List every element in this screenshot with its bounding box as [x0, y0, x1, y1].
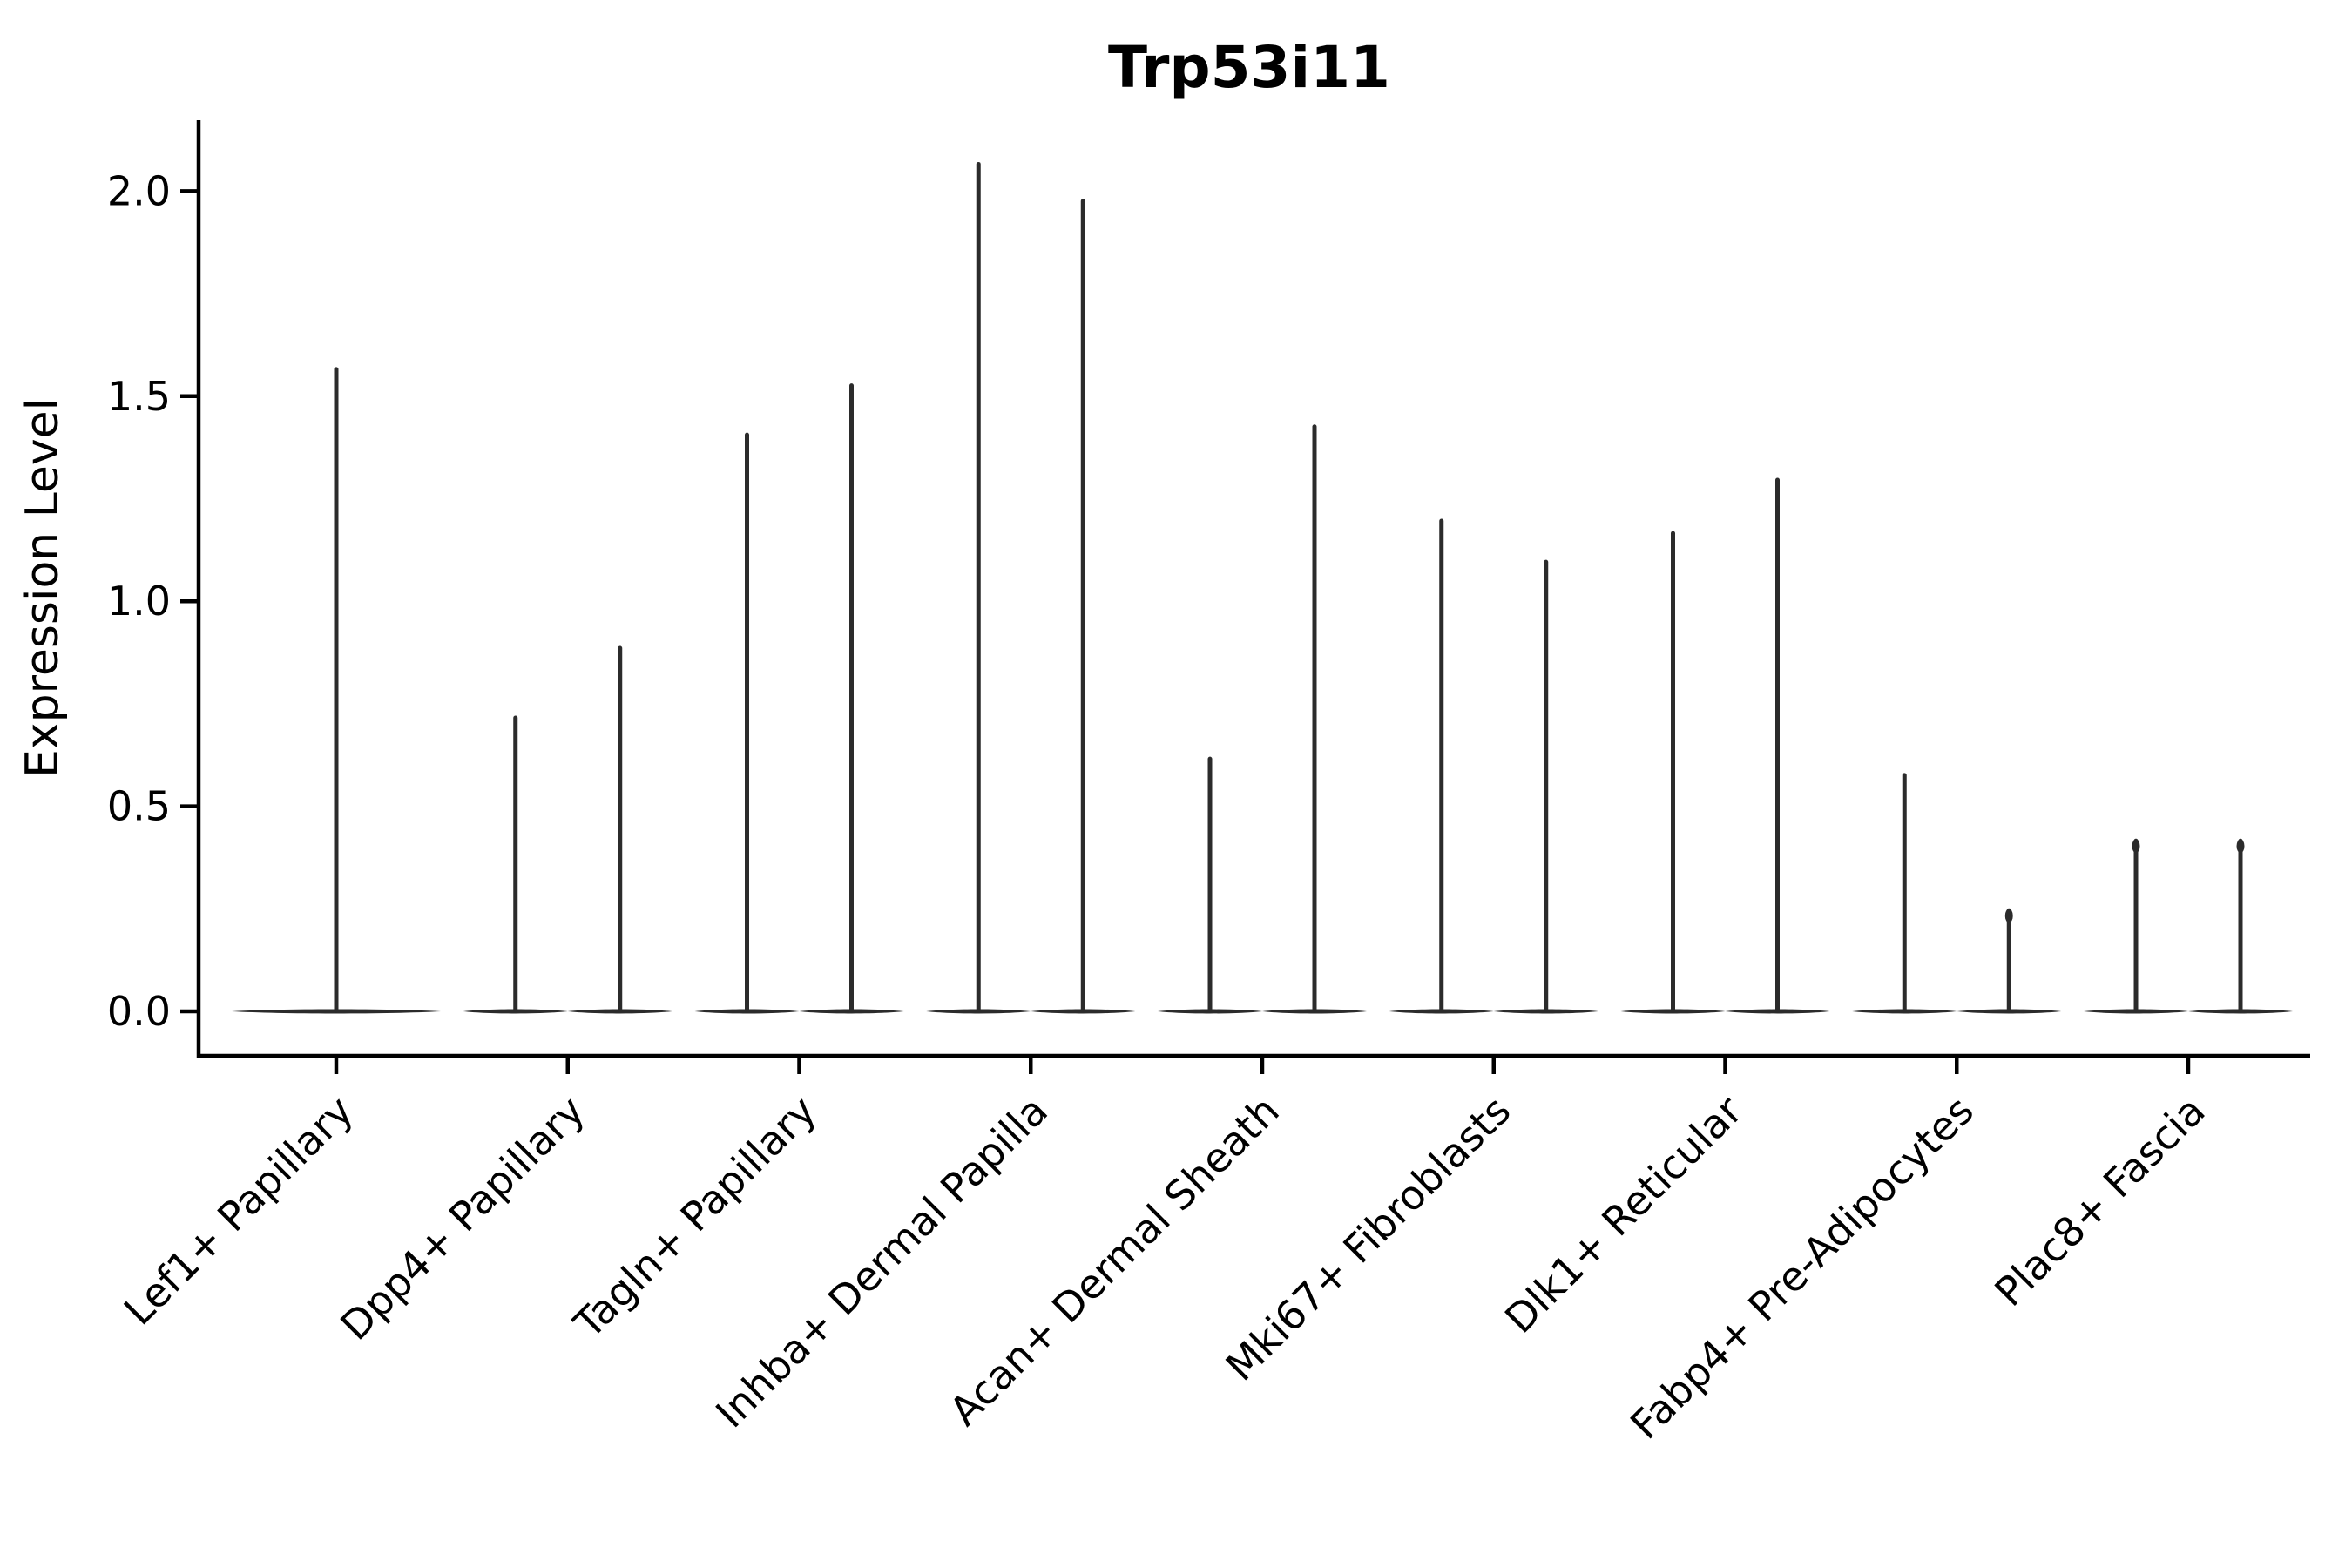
chart-title: Trp53i11: [1108, 34, 1390, 101]
x-tick-label: Lef1+ Papillary: [115, 1087, 362, 1335]
x-tick-label: Dpp4+ Papillary: [331, 1087, 593, 1349]
violin-spike-tip: [2236, 839, 2245, 854]
y-tick-label: 2.0: [107, 167, 171, 214]
violin-spike-tip: [2004, 909, 2013, 923]
y-tick-label: 0.5: [107, 783, 171, 830]
x-tick-label: Dlk1+ Reticular: [1496, 1087, 1751, 1342]
x-tick-label: Tagln+ Papillary: [564, 1087, 826, 1348]
x-tick-label: Plac8+ Fascia: [1985, 1087, 2213, 1315]
y-tick-label: 1.5: [107, 373, 171, 420]
violins-layer: [232, 161, 2293, 1014]
y-axis-label: Expression Level: [17, 398, 69, 778]
y-tick-label: 0.0: [107, 988, 171, 1035]
y-tick-label: 1.0: [107, 578, 171, 625]
violin-spike-tip: [2132, 839, 2140, 854]
